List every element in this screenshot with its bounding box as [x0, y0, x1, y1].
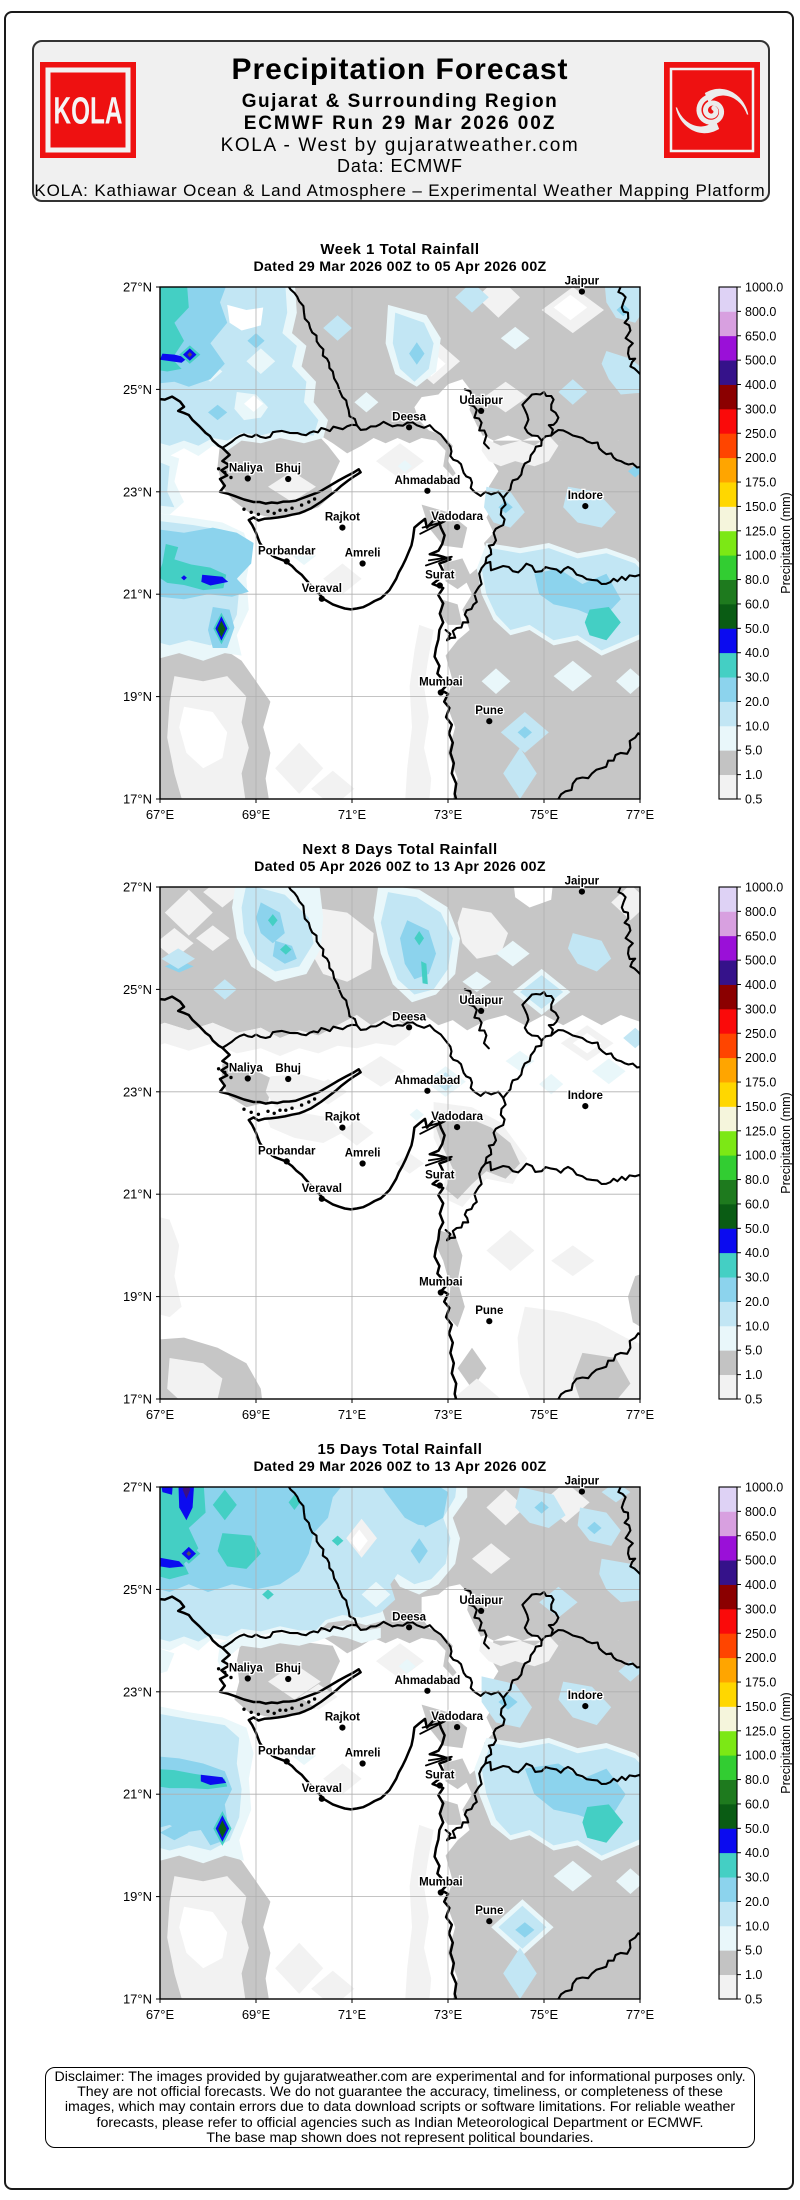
svg-text:Dated 29 Mar 2026 00Z to 13 Ap: Dated 29 Mar 2026 00Z to 13 Apr 2026 00Z: [254, 1459, 547, 1475]
svg-text:Next 8 Days Total Rainfall: Next 8 Days Total Rainfall: [302, 841, 497, 858]
svg-text:Week 1 Total Rainfall: Week 1 Total Rainfall: [320, 241, 479, 258]
svg-text:KOLA: KOLA: [54, 89, 123, 132]
svg-text:Dated 05 Apr 2026 00Z to 13 Ap: Dated 05 Apr 2026 00Z to 13 Apr 2026 00Z: [254, 859, 546, 875]
svg-text:Dated 29 Mar 2026 00Z to 05 Ap: Dated 29 Mar 2026 00Z to 05 Apr 2026 00Z: [254, 259, 547, 275]
svg-text:15 Days Total Rainfall: 15 Days Total Rainfall: [318, 1441, 483, 1458]
